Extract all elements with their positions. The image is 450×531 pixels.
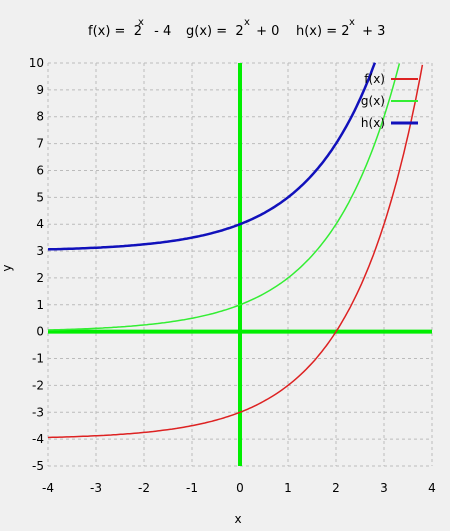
x-tick-label: -4	[42, 481, 54, 495]
title-f-suffix: - 4	[150, 24, 172, 39]
x-tick-label: 0	[236, 481, 244, 495]
y-tick-label: 1	[36, 298, 44, 312]
y-tick-label: -2	[32, 378, 44, 392]
curves	[47, 62, 424, 439]
y-tick-label: 8	[36, 110, 44, 124]
y-tick-label: 9	[36, 83, 44, 97]
title-h-prefix: h(x) = 2	[296, 24, 350, 39]
y-tick-label: 0	[36, 325, 44, 339]
coordinate-axes	[48, 63, 432, 466]
x-tick-label: 3	[380, 481, 388, 495]
x-tick-label: 1	[284, 481, 292, 495]
curve-h	[47, 62, 377, 251]
y-tick-label: -5	[32, 459, 44, 473]
x-tick-label: -3	[90, 481, 102, 495]
title-g-suffix: + 0	[252, 24, 280, 39]
legend-label: f(x)	[364, 72, 385, 86]
title-f-exponent: x	[138, 17, 144, 28]
title-g-exponent: x	[244, 17, 250, 28]
y-tick-label: 10	[29, 56, 44, 70]
y-tick-label: 7	[36, 137, 44, 151]
curve-g	[47, 63, 401, 331]
title-h-suffix: + 3	[358, 24, 386, 39]
y-tick-label: 3	[36, 244, 44, 258]
y-tick-label: 4	[36, 217, 44, 231]
title-f-prefix: f(x) = 2	[88, 24, 142, 39]
legend: f(x) g(x) h(x)	[361, 72, 418, 130]
tick-labels: -4 -3 -2 -1 0 1 2 3 4 -5 -4 -3 -2 -1 0 1 2 3 4 5 6 7 8 9 10	[29, 56, 436, 495]
legend-label: h(x)	[361, 116, 385, 130]
y-axis-label: y	[0, 264, 14, 271]
x-tick-label: -1	[186, 481, 198, 495]
x-tick-label: 2	[332, 481, 340, 495]
x-axis-label: x	[234, 512, 241, 526]
y-tick-label: 2	[36, 271, 44, 285]
y-tick-label: 5	[36, 190, 44, 204]
y-tick-label: 6	[36, 163, 44, 177]
y-tick-label: -3	[32, 405, 44, 419]
curve-f	[47, 64, 424, 439]
title-h-exponent: x	[349, 17, 355, 28]
title-g-prefix: g(x) = 2	[186, 24, 244, 39]
y-tick-label: -1	[32, 352, 44, 366]
y-tick-label: -4	[32, 432, 44, 446]
legend-label: g(x)	[361, 94, 385, 108]
x-tick-label: 4	[428, 481, 436, 495]
x-tick-label: -2	[138, 481, 150, 495]
